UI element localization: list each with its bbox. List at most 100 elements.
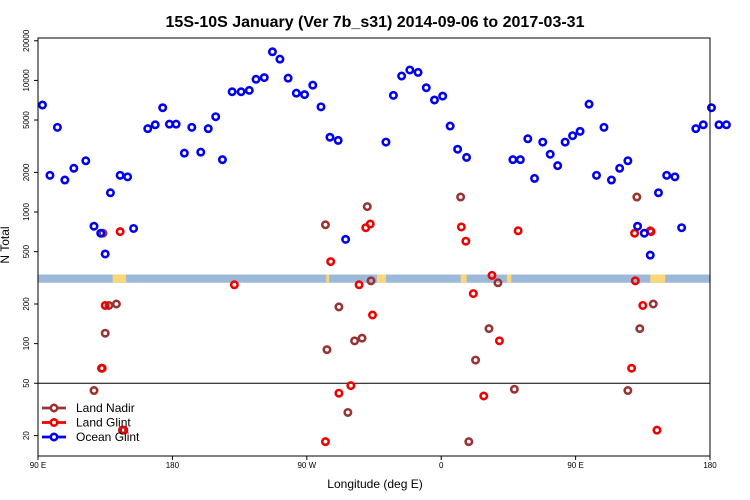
data-point [456, 222, 466, 232]
data-point [515, 155, 525, 165]
data-point [421, 83, 431, 93]
data-point [397, 71, 407, 81]
y-tick-label: 100 [22, 336, 31, 350]
data-point [69, 163, 79, 173]
data-point [143, 124, 153, 134]
data-point [119, 425, 129, 435]
data-point [721, 120, 731, 130]
data-point [627, 363, 637, 373]
data-point [615, 163, 625, 173]
data-point [445, 121, 455, 131]
data-point [322, 345, 332, 355]
data-point [438, 91, 448, 101]
data-point [623, 386, 633, 396]
data-point [334, 388, 344, 398]
data-point [677, 223, 687, 233]
data-point [662, 170, 672, 180]
data-point [291, 88, 301, 98]
data-point [341, 234, 351, 244]
y-tick-label: 20 [22, 431, 31, 440]
data-point [37, 100, 47, 110]
land-segment [326, 274, 330, 283]
series-land-glint [97, 219, 662, 447]
data-point [325, 132, 335, 142]
data-point [123, 172, 133, 182]
data-point [100, 300, 110, 310]
y-tick-label: 10000 [22, 69, 31, 92]
data-point [334, 302, 344, 312]
data-point [365, 219, 375, 229]
data-point [300, 90, 310, 100]
data-point [645, 250, 655, 260]
data-point [343, 407, 353, 417]
data-point [308, 80, 318, 90]
legend-label: Ocean Glint [76, 430, 140, 444]
data-point [523, 134, 533, 144]
data-point [283, 73, 293, 83]
data-point [468, 289, 478, 299]
data-point [150, 120, 160, 130]
data-point [509, 384, 519, 394]
data-point [366, 276, 376, 286]
data-point [545, 149, 555, 159]
data-point [461, 236, 471, 246]
data-point [633, 221, 643, 231]
land-segment [460, 274, 467, 283]
land-segment [376, 274, 386, 283]
data-point [405, 65, 415, 75]
data-point [229, 280, 239, 290]
data-point [362, 202, 372, 212]
data-point [638, 300, 648, 310]
x-tick-label: 90 E [567, 461, 583, 470]
y-tick-label: 200 [22, 297, 31, 311]
y-tick-label: 50 [22, 378, 31, 387]
legend-marker [49, 417, 59, 427]
land-segment [112, 274, 127, 283]
data-point [484, 324, 494, 334]
data-point [100, 328, 110, 338]
y-tick-label: 500 [22, 244, 31, 258]
data-point [316, 102, 326, 112]
y-tick-label: 5000 [22, 111, 31, 129]
data-point [623, 156, 633, 166]
data-point [698, 120, 708, 130]
data-point [244, 85, 254, 95]
data-point [560, 137, 570, 147]
x-tick-label: 180 [703, 461, 717, 470]
data-point [670, 172, 680, 182]
data-point [320, 220, 330, 230]
legend-item: Land Nadir [42, 401, 135, 415]
data-point [584, 99, 594, 109]
data-point [196, 147, 206, 157]
x-tick-label: 0 [439, 461, 444, 470]
series-ocean-glint [37, 47, 731, 260]
y-axis: 20 50 100 200 500 1000 2000 5000 10000 20000 [22, 29, 38, 440]
land-segment [650, 274, 666, 283]
data-point [217, 155, 227, 165]
data-point [89, 221, 99, 231]
data-point [357, 333, 367, 343]
legend-marker [49, 403, 59, 413]
data-point [60, 175, 70, 185]
data-point [187, 122, 197, 132]
data-point [129, 223, 139, 233]
data-point [104, 300, 114, 310]
legend-label: Land Nadir [76, 401, 135, 415]
x-axis: 90 E 180 90 W 0 90 E 180 [30, 456, 717, 470]
data-point [227, 87, 237, 97]
data-point [538, 137, 548, 147]
data-point [346, 381, 356, 391]
data-point [111, 299, 121, 309]
data-point [105, 188, 115, 198]
data-point [275, 54, 285, 64]
data-point [706, 103, 716, 113]
data-point [326, 257, 336, 267]
data-point [179, 148, 189, 158]
y-tick-label: 20000 [22, 29, 31, 52]
x-tick-label: 90 W [297, 461, 316, 470]
data-point [413, 67, 423, 77]
data-point [171, 119, 181, 129]
data-point [429, 95, 439, 105]
data-point [553, 161, 563, 171]
